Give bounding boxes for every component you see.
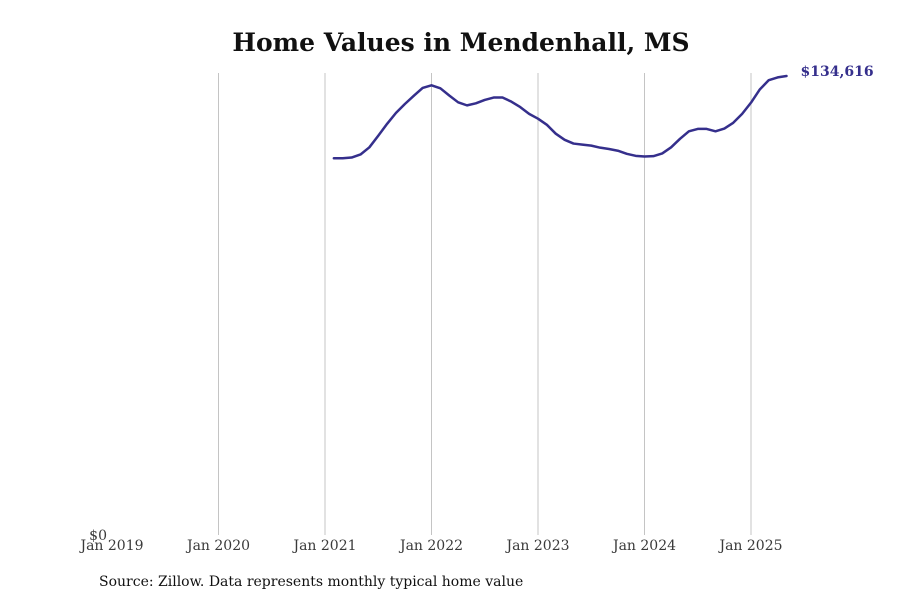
x-tick-label: Jan 2025 [717,538,782,554]
x-tick-label: Jan 2019 [78,538,143,554]
x-tick-label: Jan 2023 [504,538,569,554]
x-tick-label: Jan 2022 [398,538,463,554]
x-tick-label: Jan 2021 [291,538,356,554]
chart-title: Home Values in Mendenhall, MS [232,28,690,57]
x-tick-label: Jan 2024 [611,538,676,554]
x-axis-ticks: Jan 2019 Jan 2020 Jan 2021 Jan 2022 Jan 2023… [78,538,782,554]
series-line-0 [332,74,788,160]
end-label-layer: $134,616 [801,64,874,80]
y-tick-label: $0 [89,528,107,544]
gridlines [218,73,752,535]
end-value-label: $134,616 [801,64,874,80]
series-layer [332,74,788,160]
x-tick-label: Jan 2020 [185,538,250,554]
source-note: Source: Zillow. Data represents monthly … [99,574,524,590]
y-axis-ticks: $0 [89,528,107,544]
